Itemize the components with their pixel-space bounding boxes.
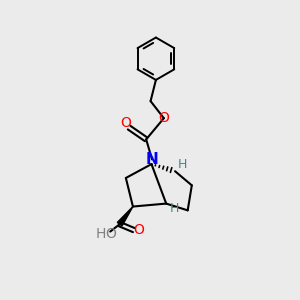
Text: H: H — [178, 158, 187, 171]
Text: O: O — [133, 223, 144, 237]
Text: O: O — [158, 111, 169, 125]
Text: N: N — [146, 152, 158, 167]
Text: O: O — [120, 116, 131, 130]
Text: H: H — [170, 202, 179, 215]
Text: O: O — [106, 226, 117, 241]
Text: H: H — [96, 226, 106, 241]
Polygon shape — [117, 206, 133, 226]
